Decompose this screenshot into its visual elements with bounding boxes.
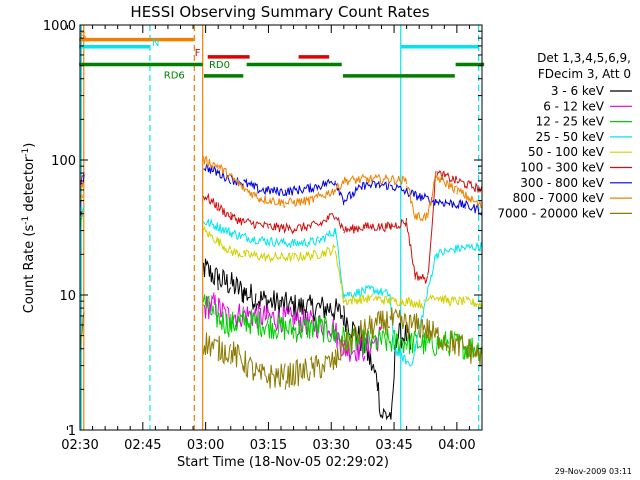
series-line-2	[80, 215, 482, 362]
flag-label-n: N	[152, 38, 159, 49]
legend-entry-label: 50 - 100 keV	[528, 145, 605, 159]
legend-entry-label: 3 - 6 keV	[551, 84, 605, 98]
x-tick-label: 04:00	[438, 438, 475, 453]
legend: Det 1,3,4,5,6,9, FDecim 3, Att 0 3 - 6 k…	[497, 51, 632, 220]
legend-entry-label: 12 - 25 keV	[536, 115, 605, 129]
y-axis-label: Count Rate (s-1 detector-1)	[21, 143, 37, 314]
x-tick-label: 03:15	[250, 438, 287, 453]
x-axis-ticks: 02:30 02:45 03:00 03:15 03:30 03:45 04:00	[61, 25, 483, 453]
legend-entry-label: 25 - 50 keV	[536, 130, 605, 144]
legend-header-line-1: Det 1,3,4,5,6,9,	[537, 51, 631, 65]
series-line-0	[80, 211, 412, 421]
y-tick-label: 100	[51, 154, 76, 169]
y-axis-ticks: 1 10 100 1000	[43, 19, 482, 439]
y-tick-label: 10	[59, 289, 76, 304]
flag-label-f: F	[195, 48, 201, 59]
x-axis-label: Start Time (18-Nov-05 02:29:02)	[177, 455, 389, 470]
legend-entry-label: 800 - 7000 keV	[513, 191, 605, 205]
y-tick-label: 1000	[43, 19, 76, 34]
legend-entry-label: 100 - 300 keV	[520, 161, 604, 175]
legend-entry-label: 6 - 12 keV	[543, 99, 605, 113]
count-rate-series	[80, 155, 482, 421]
series-line-5	[80, 169, 482, 284]
vertical-marker-lines	[80, 25, 480, 430]
flag-label-rd0: RD0	[209, 60, 230, 71]
series-line-8	[80, 307, 482, 390]
legend-header-line-2: FDecim 3, Att 0	[538, 67, 631, 81]
y-tick-label: 1	[68, 424, 76, 439]
series-line-6	[80, 164, 482, 216]
series-line-7	[80, 155, 482, 222]
chart-title: HESSI Observing Summary Count Rates	[130, 3, 429, 21]
x-tick-label: 03:00	[187, 438, 224, 453]
flag-label-rd6: RD6	[164, 71, 185, 82]
x-tick-label: 03:30	[313, 438, 350, 453]
observing-flag-bars: S N F RD0 RD6	[79, 31, 485, 82]
x-tick-label: 02:30	[61, 438, 98, 453]
legend-entry-label: 300 - 800 keV	[520, 176, 604, 190]
generation-timestamp: 29-Nov-2009 03:11	[555, 467, 632, 476]
flag-label-s: S	[80, 31, 86, 42]
x-tick-label: 02:45	[124, 438, 161, 453]
x-tick-label: 03:45	[375, 438, 412, 453]
legend-entry-label: 7000 - 20000 keV	[497, 206, 604, 220]
series-line-1	[80, 195, 382, 363]
series-line-4	[80, 193, 482, 310]
